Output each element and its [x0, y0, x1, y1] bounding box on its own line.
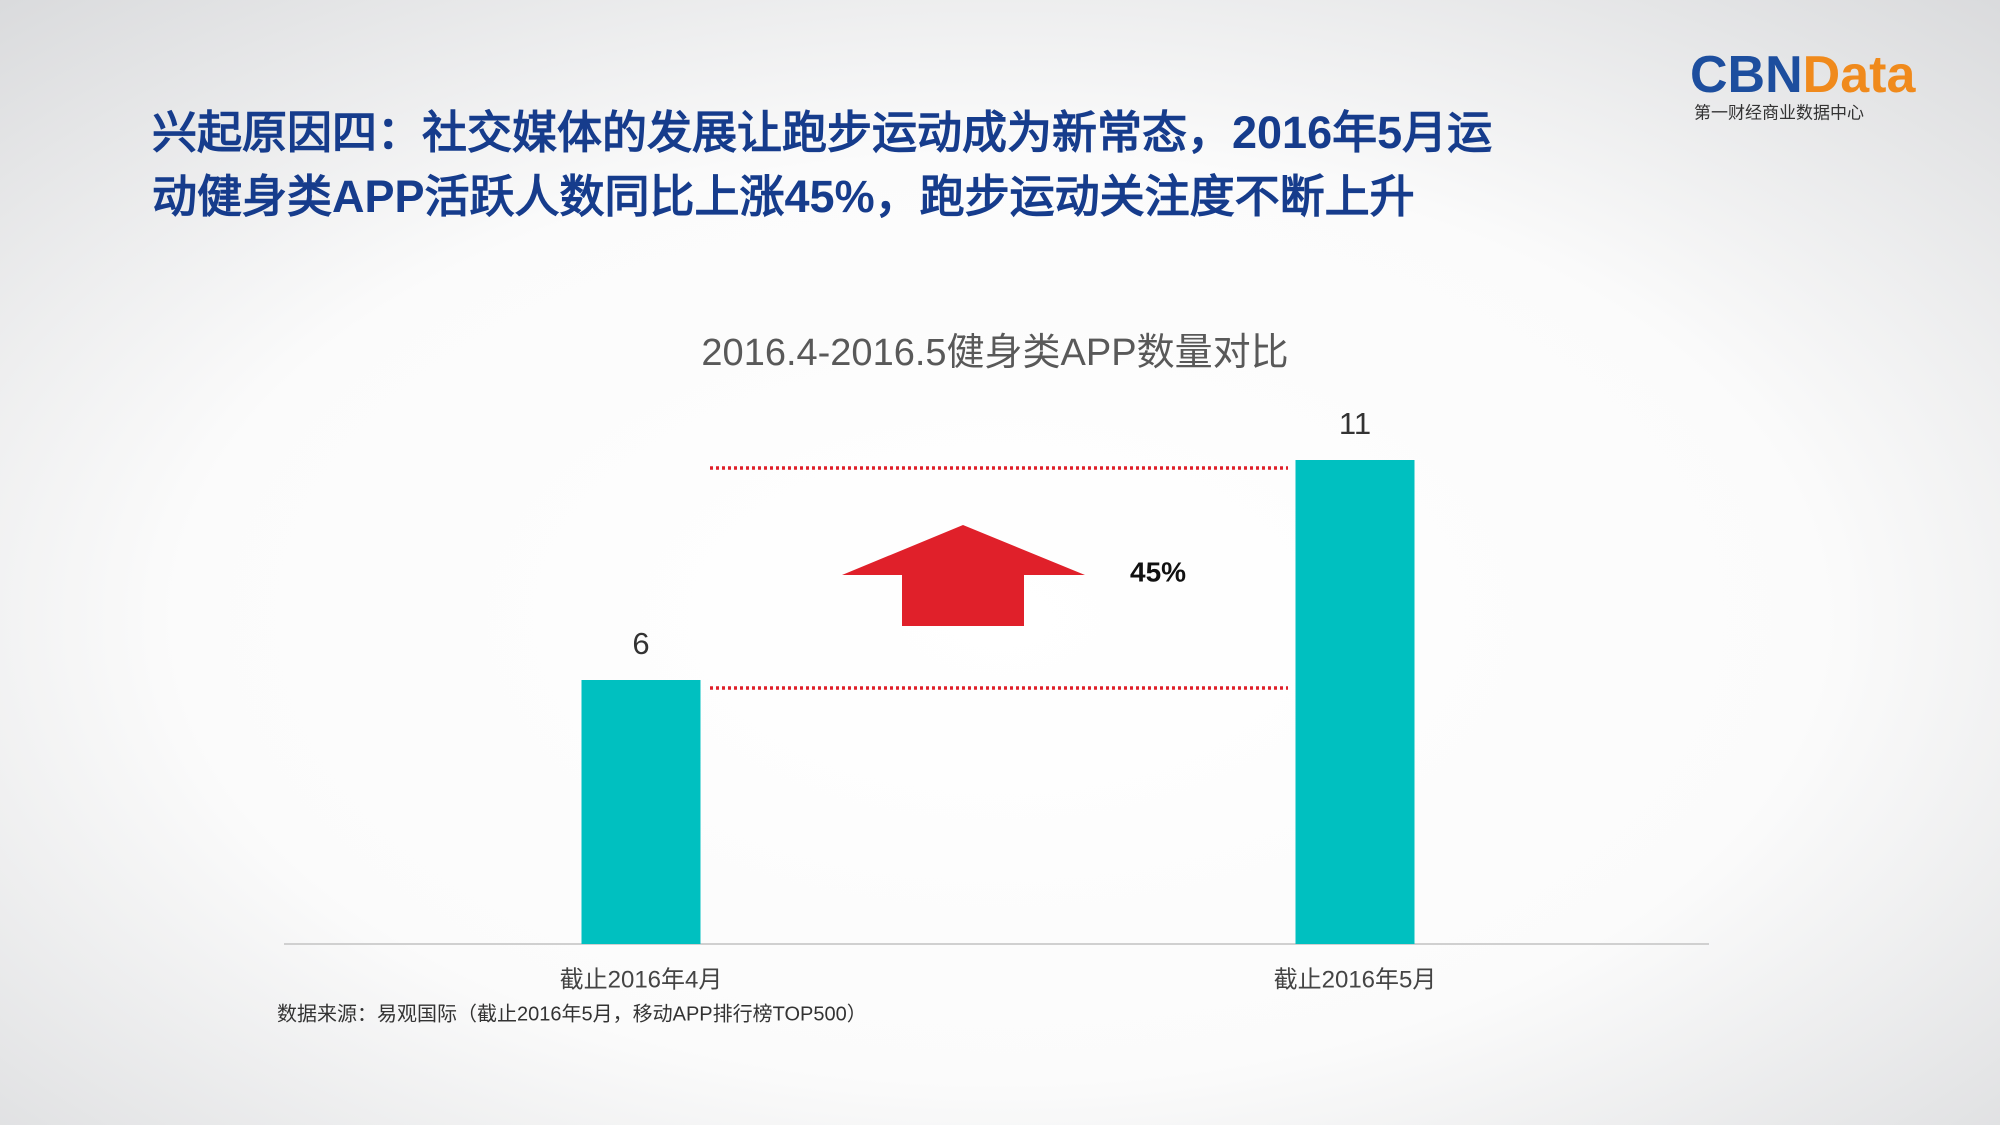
bar [1295, 460, 1415, 944]
slide-title: 兴起原因四：社交媒体的发展让跑步运动成为新常态，2016年5月运 [152, 107, 1492, 158]
data-label: 11 [1339, 406, 1371, 441]
logo-tagline: 第一财经商业数据中心 [1694, 103, 1864, 122]
slide-title: 动健身类APP活跃人数同比上涨45%，跑步运动关注度不断上升 [152, 171, 1415, 222]
logo: CBNData [1690, 46, 1916, 104]
bar [581, 680, 701, 944]
chart-title: 2016.4-2016.5健身类APP数量对比 [701, 332, 1288, 374]
x-tick-label: 截止2016年5月 [1274, 966, 1437, 993]
increase-arrow [842, 525, 1085, 626]
source-note: 数据来源：易观国际（截止2016年5月，移动APP排行榜TOP500） [277, 1002, 867, 1025]
x-tick-label: 截止2016年4月 [560, 966, 723, 993]
annotation: 45% [1130, 556, 1186, 587]
data-label: 6 [632, 626, 649, 661]
logo-brand: CBN [1690, 46, 1803, 104]
logo-brand: Data [1803, 46, 1917, 104]
